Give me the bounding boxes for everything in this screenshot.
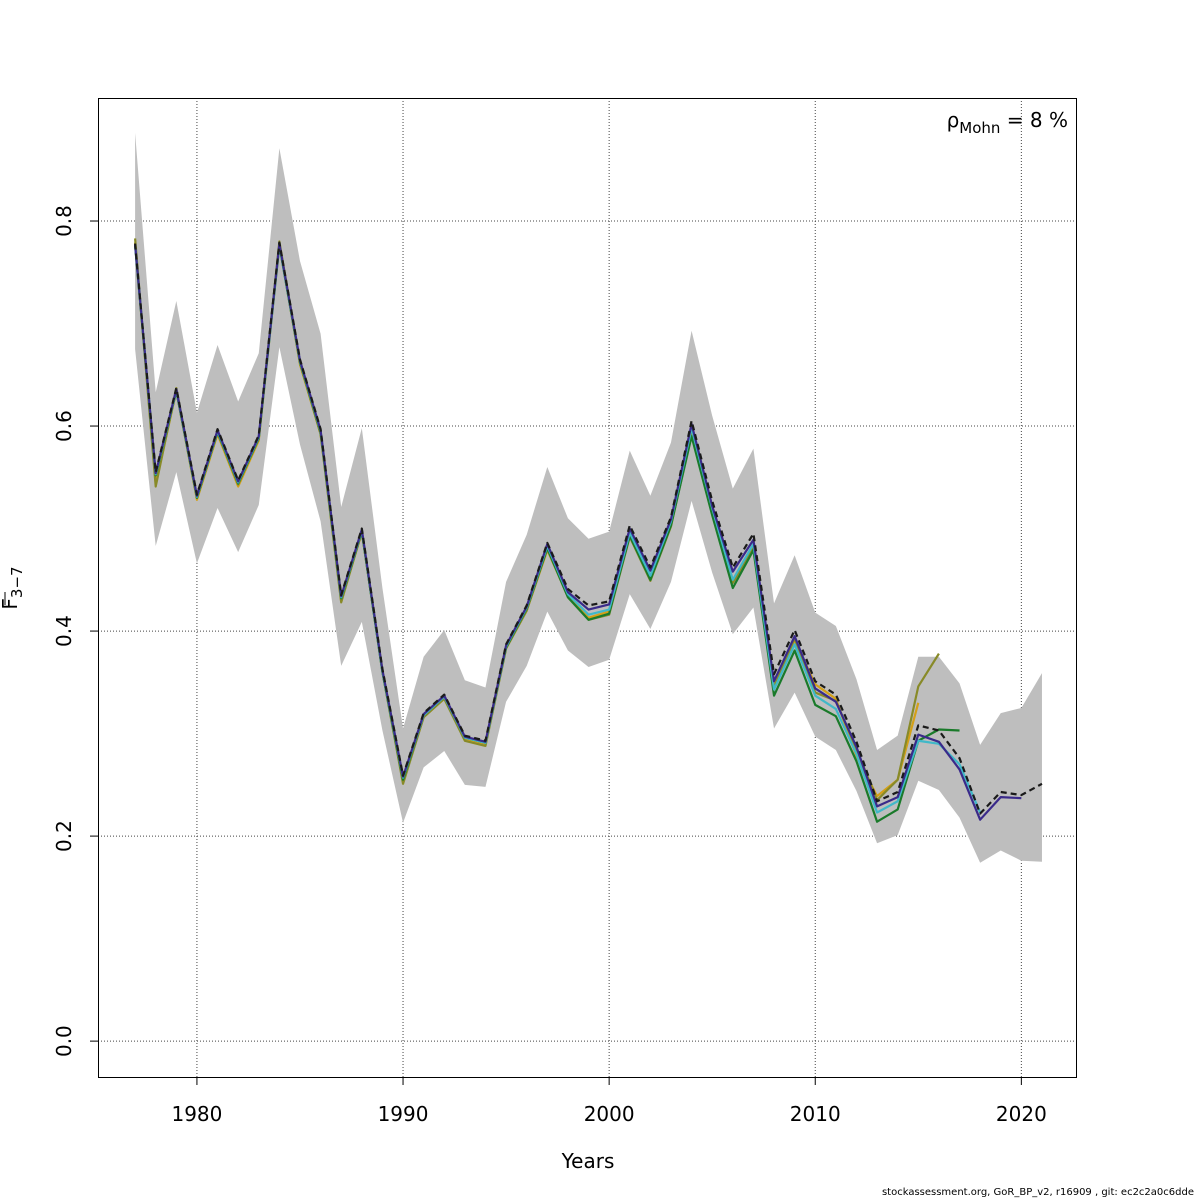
x-tick-label: 2020 <box>996 1102 1047 1126</box>
y-tick-label: 0.4 <box>52 615 76 647</box>
y-tick-label: 0.0 <box>52 1025 76 1057</box>
x-axis: 1980 1990 2000 2010 2020 <box>171 1077 1047 1126</box>
mohn-rho-value: = 8 % <box>1000 108 1068 132</box>
x-tick-label: 1980 <box>171 1102 222 1126</box>
y-axis-title-sub: 3−7 <box>8 566 26 598</box>
plot-frame <box>98 98 1077 1078</box>
confidence-band <box>135 132 1042 863</box>
y-axis-title-base: F <box>0 598 22 610</box>
y-tick-label: 0.2 <box>52 820 76 852</box>
x-tick-label: 2010 <box>790 1102 841 1126</box>
mohn-rho-subscript: Mohn <box>959 119 1000 137</box>
y-tick-label: 0.6 <box>52 410 76 442</box>
x-tick-label: 1990 <box>378 1102 429 1126</box>
x-tick-label: 2000 <box>584 1102 635 1126</box>
series-lines <box>134 238 1043 823</box>
y-tick-label: 0.8 <box>52 205 76 237</box>
x-axis-title: Years <box>561 1149 615 1173</box>
confidence-band-area <box>135 132 1042 863</box>
footer-caption: stockassessment.org, GoR_BP_v2, r16909 ,… <box>881 1187 1194 1198</box>
y-axis: 0.0 0.2 0.4 0.6 0.8 <box>52 205 98 1057</box>
series-line-6 <box>134 241 1043 815</box>
y-axis-title: F3−7 <box>0 566 26 609</box>
series-line-1 <box>134 242 920 798</box>
mohn-rho-annotation: ρMohn = 8 % <box>947 108 1068 137</box>
mohn-rho-symbol: ρ <box>947 108 960 132</box>
